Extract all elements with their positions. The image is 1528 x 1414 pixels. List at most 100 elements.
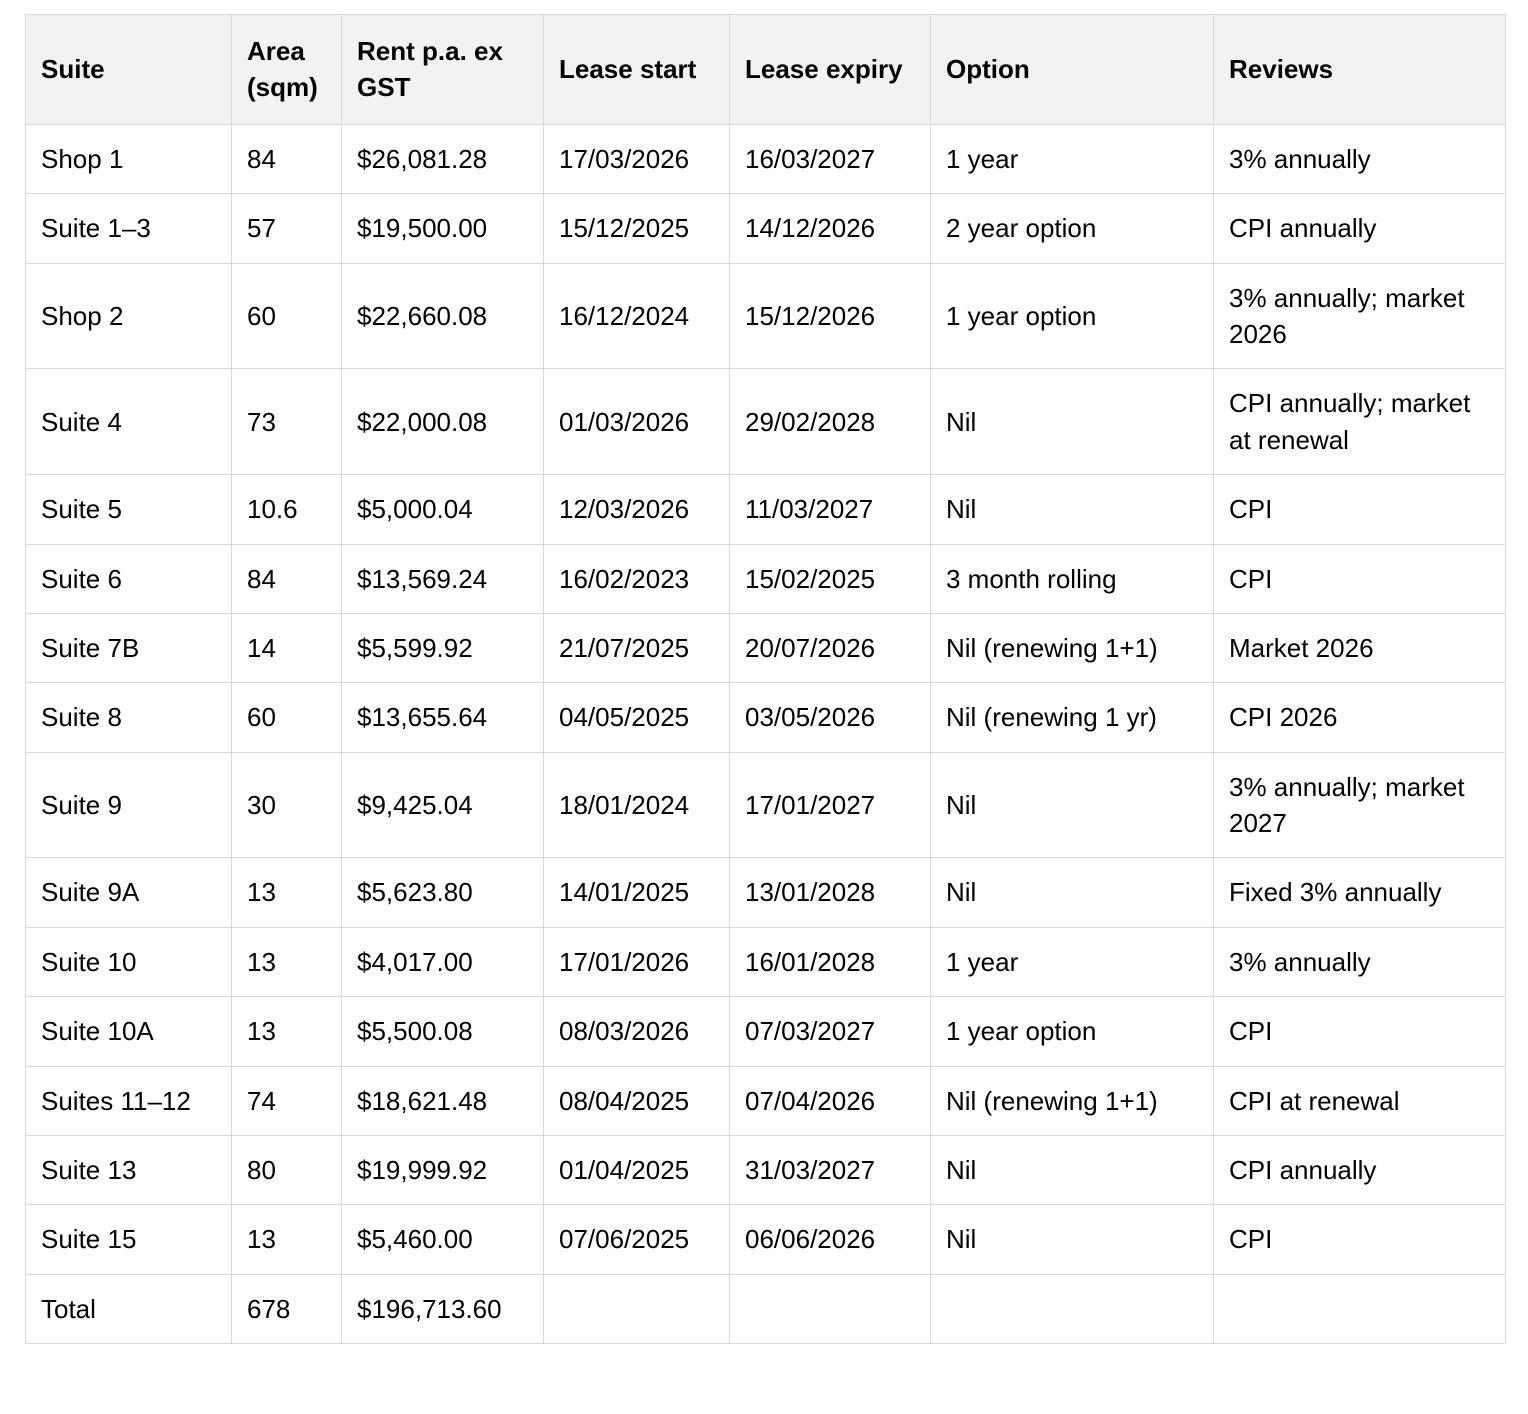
cell-rent: $19,999.92 <box>341 1135 544 1206</box>
cell-reviews: CPI 2026 <box>1213 682 1506 753</box>
table-row: Suite 8 60 $13,655.64 04/05/2025 03/05/2026 N… <box>25 682 1506 753</box>
cell-lease-start: 08/03/2026 <box>543 996 730 1067</box>
cell-reviews: CPI <box>1213 1204 1506 1275</box>
table-row: Suite 9 30 $9,425.04 18/01/2024 17/01/2027 Ni… <box>25 751 1506 859</box>
cell-area: 57 <box>231 193 342 264</box>
cell-rent: $5,460.00 <box>341 1204 544 1275</box>
cell-rent: $9,425.04 <box>341 751 544 859</box>
cell-suite: Suite 10 <box>25 926 232 998</box>
total-cell-area: 678 <box>231 1273 342 1345</box>
cell-rent: $22,000.08 <box>341 368 544 476</box>
cell-lease-start: 17/01/2026 <box>543 926 730 998</box>
cell-suite: Suite 15 <box>25 1204 232 1275</box>
cell-option: 1 year <box>930 123 1214 195</box>
table-row: Shop 2 60 $22,660.08 16/12/2024 15/12/2026 1 … <box>25 262 1506 370</box>
cell-reviews: CPI annually <box>1213 1135 1506 1206</box>
cell-reviews: CPI <box>1213 996 1506 1067</box>
cell-area: 13 <box>231 996 342 1067</box>
cell-lease-expiry: 29/02/2028 <box>729 368 931 476</box>
cell-lease-expiry: 15/02/2025 <box>729 543 931 614</box>
cell-lease-expiry: 16/03/2027 <box>729 123 931 195</box>
cell-rent: $5,000.04 <box>341 474 544 545</box>
cell-area: 10.6 <box>231 474 342 545</box>
total-row: Total 678 $196,713.60 <box>25 1273 1506 1345</box>
cell-suite: Suite 4 <box>25 368 232 476</box>
cell-area: 80 <box>231 1135 342 1206</box>
cell-reviews: CPI annually; market at renewal <box>1213 368 1506 476</box>
cell-option: Nil <box>930 1204 1214 1275</box>
total-cell-lease-start <box>543 1273 730 1345</box>
header-cell-lease-expiry: Lease expiry <box>729 14 931 125</box>
cell-option: 1 year option <box>930 996 1214 1067</box>
cell-area: 30 <box>231 751 342 859</box>
lease-schedule-table: Suite Area (sqm) Rent p.a. ex GST Lease sta… <box>25 14 1506 1345</box>
cell-area: 84 <box>231 543 342 614</box>
cell-lease-start: 07/06/2025 <box>543 1204 730 1275</box>
cell-reviews: CPI <box>1213 543 1506 614</box>
cell-option: 1 year <box>930 926 1214 998</box>
cell-reviews: 3% annually <box>1213 926 1506 998</box>
table-row: Suite 9A 13 $5,623.80 14/01/2025 13/01/2028 N… <box>25 857 1506 928</box>
header-cell-lease-start: Lease start <box>543 14 730 125</box>
cell-area: 13 <box>231 926 342 998</box>
cell-lease-start: 16/12/2024 <box>543 262 730 370</box>
cell-suite: Suite 9 <box>25 751 232 859</box>
cell-area: 84 <box>231 123 342 195</box>
cell-reviews: Market 2026 <box>1213 612 1506 684</box>
cell-rent: $5,623.80 <box>341 857 544 928</box>
cell-lease-start: 12/03/2026 <box>543 474 730 545</box>
cell-lease-expiry: 17/01/2027 <box>729 751 931 859</box>
cell-lease-start: 16/02/2023 <box>543 543 730 614</box>
cell-option: Nil (renewing 1+1) <box>930 612 1214 684</box>
table-row: Suite 13 80 $19,999.92 01/04/2025 31/03/2027… <box>25 1135 1506 1206</box>
cell-lease-start: 08/04/2025 <box>543 1065 730 1137</box>
header-cell-rent: Rent p.a. ex GST <box>341 14 544 125</box>
total-cell-rent: $196,713.60 <box>341 1273 544 1345</box>
cell-lease-expiry: 06/06/2026 <box>729 1204 931 1275</box>
header-cell-suite: Suite <box>25 14 232 125</box>
table-row: Suite 4 73 $22,000.08 01/03/2026 29/02/2028 N… <box>25 368 1506 476</box>
cell-rent: $13,569.24 <box>341 543 544 614</box>
cell-lease-expiry: 15/12/2026 <box>729 262 931 370</box>
cell-suite: Suite 8 <box>25 682 232 753</box>
table-body: Shop 1 84 $26,081.28 17/03/2026 16/03/2027 1 … <box>25 123 1506 1345</box>
header-cell-reviews: Reviews <box>1213 14 1506 125</box>
cell-lease-expiry: 13/01/2028 <box>729 857 931 928</box>
cell-area: 60 <box>231 262 342 370</box>
header-cell-area: Area (sqm) <box>231 14 342 125</box>
cell-suite: Suite 1–3 <box>25 193 232 264</box>
cell-lease-expiry: 31/03/2027 <box>729 1135 931 1206</box>
cell-lease-start: 18/01/2024 <box>543 751 730 859</box>
cell-suite: Suite 10A <box>25 996 232 1067</box>
cell-reviews: 3% annually; market 2027 <box>1213 751 1506 859</box>
cell-reviews: CPI annually <box>1213 193 1506 264</box>
cell-area: 14 <box>231 612 342 684</box>
cell-suite: Suite 9A <box>25 857 232 928</box>
cell-suite: Suite 6 <box>25 543 232 614</box>
cell-lease-start: 04/05/2025 <box>543 682 730 753</box>
cell-area: 73 <box>231 368 342 476</box>
cell-rent: $13,655.64 <box>341 682 544 753</box>
cell-option: 3 month rolling <box>930 543 1214 614</box>
cell-rent: $19,500.00 <box>341 193 544 264</box>
cell-reviews: CPI at renewal <box>1213 1065 1506 1137</box>
cell-rent: $5,599.92 <box>341 612 544 684</box>
cell-reviews: 3% annually <box>1213 123 1506 195</box>
total-cell-option <box>930 1273 1214 1345</box>
cell-rent: $26,081.28 <box>341 123 544 195</box>
cell-lease-start: 17/03/2026 <box>543 123 730 195</box>
cell-lease-expiry: 07/03/2027 <box>729 996 931 1067</box>
cell-option: Nil <box>930 751 1214 859</box>
cell-reviews: CPI <box>1213 474 1506 545</box>
cell-rent: $18,621.48 <box>341 1065 544 1137</box>
cell-option: Nil (renewing 1+1) <box>930 1065 1214 1137</box>
cell-option: Nil (renewing 1 yr) <box>930 682 1214 753</box>
cell-area: 13 <box>231 1204 342 1275</box>
cell-lease-expiry: 11/03/2027 <box>729 474 931 545</box>
cell-option: 2 year option <box>930 193 1214 264</box>
cell-option: Nil <box>930 368 1214 476</box>
cell-lease-start: 01/03/2026 <box>543 368 730 476</box>
cell-suite: Shop 1 <box>25 123 232 195</box>
table-row: Suite 1–3 57 $19,500.00 15/12/2025 14/12/202… <box>25 193 1506 264</box>
table-row: Suite 7B 14 $5,599.92 21/07/2025 20/07/2026 N… <box>25 612 1506 684</box>
